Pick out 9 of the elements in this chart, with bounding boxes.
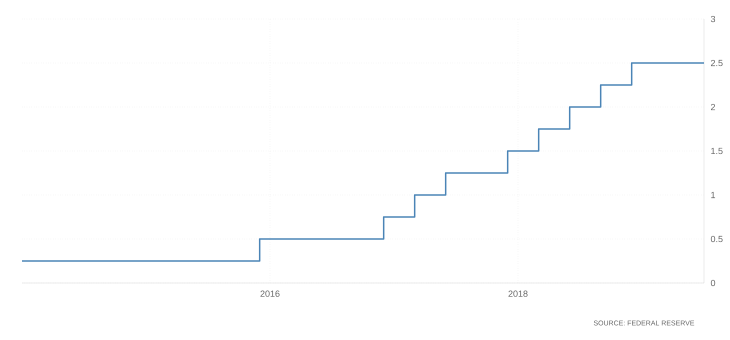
y-tick-label: 0.5 xyxy=(710,236,723,242)
y-tick-label: 0 xyxy=(710,280,716,286)
y-tick-label: 3 xyxy=(710,16,716,22)
y-tick-label: 2.5 xyxy=(710,60,723,66)
x-tick-label: 2016 xyxy=(260,290,280,297)
y-tick-label: 1 xyxy=(711,192,716,198)
y-tick-label: 2 xyxy=(710,104,716,110)
x-tick-label: 2018 xyxy=(508,290,528,297)
y-tick-label: 1.5 xyxy=(711,148,723,154)
